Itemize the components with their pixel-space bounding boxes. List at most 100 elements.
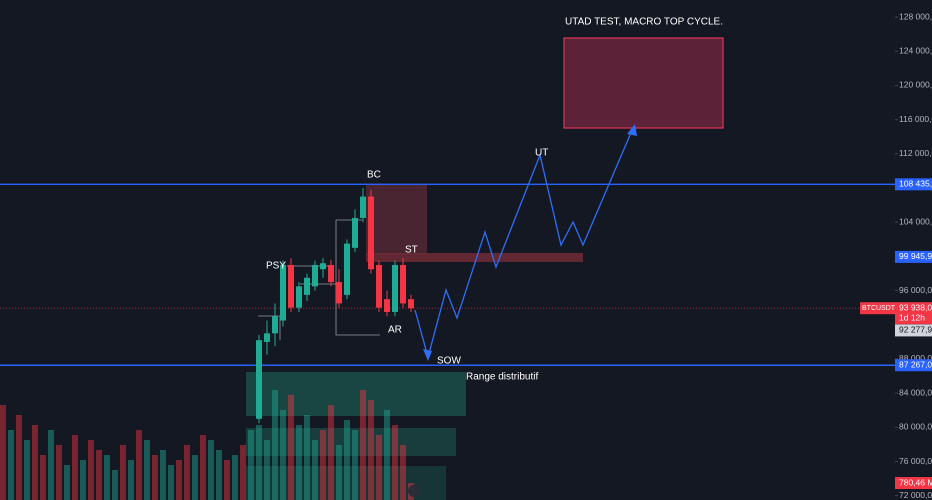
volume-bar	[168, 465, 174, 500]
y-tick-label: 76 000,0	[899, 456, 932, 466]
y-tick-label: 72 000,0	[899, 490, 932, 500]
volume-bar	[144, 440, 150, 500]
volume-bar	[56, 445, 62, 500]
volume-bar	[384, 410, 390, 500]
candle-body	[280, 264, 286, 321]
candle-body	[312, 264, 318, 287]
volume-bar	[400, 445, 406, 500]
volume-bar	[272, 390, 278, 500]
candle-body	[304, 277, 310, 295]
symbol-box	[860, 302, 895, 315]
volume-bar	[368, 400, 374, 500]
volume-label-box	[895, 477, 932, 490]
volume-bar	[72, 435, 78, 500]
candle-body	[376, 264, 382, 308]
annotation: Range distributif	[466, 372, 538, 383]
volume-bar	[256, 425, 262, 500]
volume-bar	[0, 405, 6, 500]
volume-bar	[32, 425, 38, 500]
candle-body	[368, 196, 374, 270]
volume-profile	[246, 428, 456, 456]
candle-body	[288, 264, 294, 308]
volume-bar	[392, 425, 398, 500]
candle-body	[272, 316, 278, 334]
candle-body	[392, 264, 398, 312]
annotation: UT	[535, 148, 548, 159]
price-label: 92 277,9	[899, 325, 932, 335]
volume-bar	[88, 440, 94, 500]
candle-body	[264, 333, 270, 342]
replay-button[interactable]	[408, 485, 420, 497]
y-tick-label: 120 000,0	[899, 80, 932, 90]
volume-bar	[8, 430, 14, 500]
volume-bar	[128, 460, 134, 500]
volume-bar	[360, 390, 366, 500]
volume-bar	[48, 430, 54, 500]
volume-bar	[112, 470, 118, 500]
supply-zone	[366, 253, 583, 262]
volume-bar	[232, 455, 238, 500]
annotation: ST	[405, 245, 418, 256]
countdown: 1d 12h	[899, 312, 925, 322]
volume-bar	[216, 450, 222, 500]
volume-bar	[136, 430, 142, 500]
arrow-head	[423, 349, 432, 361]
price-label-box	[895, 302, 932, 325]
volume-bar	[200, 435, 206, 500]
annotation: PSY	[266, 261, 286, 272]
volume-bar	[328, 405, 334, 500]
volume-bar	[264, 440, 270, 500]
arrow-head	[627, 124, 637, 136]
candle-body	[384, 299, 390, 312]
candle-body	[360, 196, 366, 218]
price-label: 99 945,9	[899, 251, 932, 261]
y-tick-label: 128 000,0	[899, 11, 932, 21]
price-label-box	[895, 178, 932, 191]
volume-bar	[40, 455, 46, 500]
volume-bar	[208, 440, 214, 500]
volume-bar	[184, 445, 190, 500]
candle-body	[296, 286, 302, 308]
y-tick-label: 124 000,0	[899, 46, 932, 56]
volume-bar	[96, 450, 102, 500]
y-tick-label: 84 000,0	[899, 387, 932, 397]
price-label: 87 267,0	[899, 359, 932, 369]
candle-body	[320, 263, 326, 270]
volume-bar	[376, 435, 382, 500]
volume-bar	[288, 395, 294, 500]
volume-bar	[280, 410, 286, 500]
y-tick-label: 88 000,0	[899, 353, 932, 363]
candle-body	[352, 217, 358, 248]
volume-bar	[240, 445, 246, 500]
volume-bar	[64, 465, 70, 500]
annotation: AR	[388, 325, 402, 336]
y-tick-label: 80 000,0	[899, 422, 932, 432]
price-label: 93 938,0	[899, 302, 932, 312]
candle-body	[344, 243, 350, 295]
candle-body	[400, 264, 406, 304]
y-tick-label: 104 000,0	[899, 216, 932, 226]
volume-bar	[344, 420, 350, 500]
y-tick-label: 116 000,0	[899, 114, 932, 124]
volume-bar	[120, 445, 126, 500]
price-label-box	[895, 359, 932, 372]
bc-zone	[366, 185, 427, 255]
volume-label: 780,46 M	[899, 477, 932, 487]
volume-bar	[24, 440, 30, 500]
price-label-box	[895, 324, 932, 337]
candle-body	[336, 282, 342, 304]
price-label: 108 435,6	[899, 179, 932, 189]
volume-bar	[304, 415, 310, 500]
volume-bar	[192, 455, 198, 500]
volume-bar	[352, 430, 358, 500]
price-label-box	[895, 250, 932, 263]
candle-body	[408, 299, 414, 309]
candle-body	[256, 340, 262, 419]
symbol-label: BTCUSDT.P	[862, 305, 901, 312]
volume-bar	[176, 460, 182, 500]
volume-bar	[336, 445, 342, 500]
volume-profile	[246, 372, 466, 416]
